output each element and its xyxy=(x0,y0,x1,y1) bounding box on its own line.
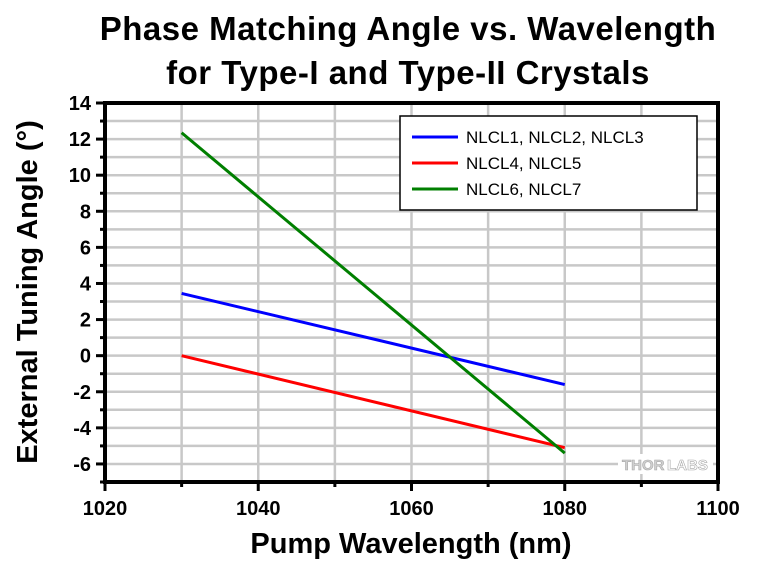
legend: NLCL1, NLCL2, NLCL3 NLCL4, NLCL5 NLCL6, NL… xyxy=(399,115,698,211)
x-tick-label: 1060 xyxy=(389,498,434,520)
x-tick-label: 1020 xyxy=(83,498,128,520)
x-tick-label: 1080 xyxy=(543,498,588,520)
y-tick-label: -6 xyxy=(73,454,91,476)
watermark-thor: THOR xyxy=(622,457,665,474)
y-tick-labels: -6 -4 -2 0 2 4 6 8 10 12 14 xyxy=(69,93,92,476)
series-line-2 xyxy=(181,354,566,450)
y-tick-label: 10 xyxy=(69,165,91,187)
x-tick-labels: 1020 1040 1060 1080 1100 xyxy=(83,498,740,520)
axes xyxy=(96,101,720,491)
watermark-bg xyxy=(618,454,713,474)
thorlabs-watermark: THOR LABS xyxy=(618,454,713,474)
y-tick-label: 8 xyxy=(80,201,91,223)
legend-label-3: NLCL6, NLCL7 xyxy=(466,180,581,199)
series-lines xyxy=(180,131,566,455)
y-tick-label: 4 xyxy=(80,273,92,295)
y-tick-label: 14 xyxy=(69,93,92,115)
y-tick-label: -4 xyxy=(73,418,92,440)
y-tick-label: 12 xyxy=(69,129,91,151)
watermark-labs: LABS xyxy=(667,457,708,474)
x-tick-label: 1040 xyxy=(236,498,281,520)
legend-label-2: NLCL4, NLCL5 xyxy=(466,154,581,173)
legend-label-1: NLCL1, NLCL2, NLCL3 xyxy=(466,128,644,147)
y-tick-label: -2 xyxy=(73,382,91,404)
y-tick-label: 6 xyxy=(80,237,91,259)
chart-title: Phase Matching Angle vs. Wavelength xyxy=(99,10,717,47)
series-line-3 xyxy=(180,131,566,455)
y-tick-label: 2 xyxy=(80,310,91,332)
chart-subtitle: for Type-I and Type-II Crystals xyxy=(166,54,650,91)
series-line-1 xyxy=(181,291,566,387)
x-tick-label: 1100 xyxy=(696,498,739,520)
y-axis-title: External Tuning Angle (°) xyxy=(12,120,44,463)
x-axis-title: Pump Wavelength (nm) xyxy=(250,528,571,560)
y-tick-label: 0 xyxy=(80,346,91,368)
